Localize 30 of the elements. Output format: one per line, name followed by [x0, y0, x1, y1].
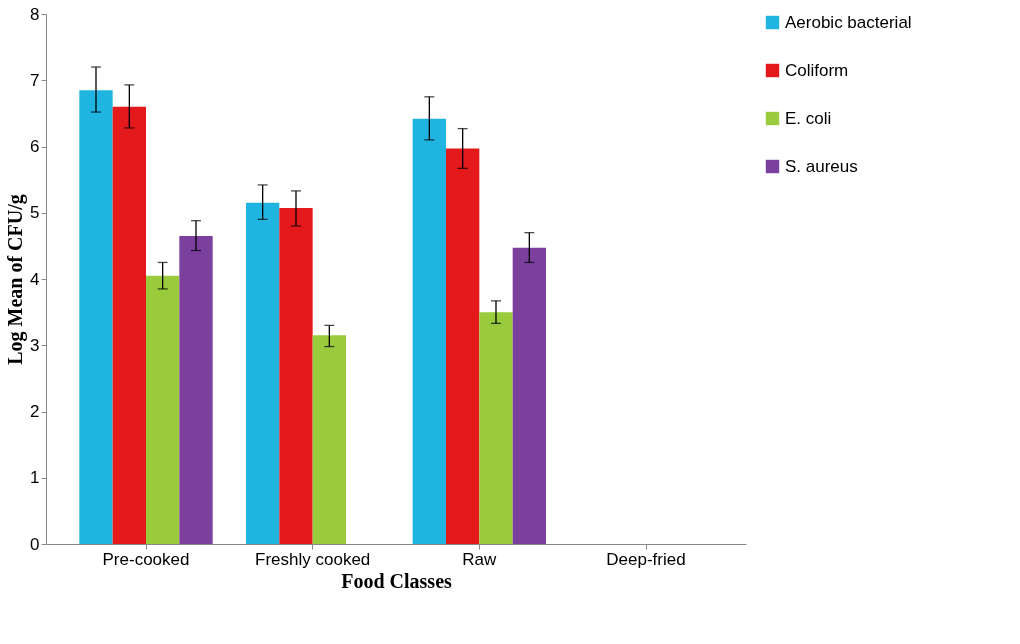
y-tick-label: 6 [30, 137, 40, 156]
y-tick-label: 5 [30, 203, 40, 223]
y-tick-label: 2 [30, 402, 40, 421]
bar [279, 208, 313, 544]
bar [79, 90, 113, 544]
y-tick-label: 3 [30, 335, 40, 355]
bar [112, 106, 146, 544]
bar [146, 275, 180, 544]
bar [246, 202, 280, 544]
legend-label: S. aureus [785, 156, 858, 176]
legend-label: Coliform [785, 60, 849, 80]
x-tick-label: Pre-cooked [102, 549, 190, 569]
bar [312, 335, 346, 544]
y-tick-label: 8 [30, 4, 40, 24]
bar [179, 235, 213, 544]
y-axis-title: Log Mean of CFU/g [4, 194, 28, 365]
y-tick-label: 7 [30, 70, 40, 90]
y-tick-label: 0 [30, 534, 40, 554]
bar [479, 312, 513, 544]
x-tick-label: Freshly cooked [255, 549, 371, 569]
bar [512, 247, 546, 544]
y-tick-label: 1 [30, 468, 40, 488]
legend-label: E. coli [785, 108, 832, 128]
bar [446, 148, 480, 544]
bar [412, 118, 446, 544]
legend-label: Aerobic bacterial [785, 12, 912, 32]
x-tick-label: Deep-fried [606, 549, 686, 569]
y-tick-label: 4 [30, 269, 40, 289]
x-axis-title: Food Classes [341, 569, 452, 592]
x-tick-label: Raw [462, 549, 498, 569]
